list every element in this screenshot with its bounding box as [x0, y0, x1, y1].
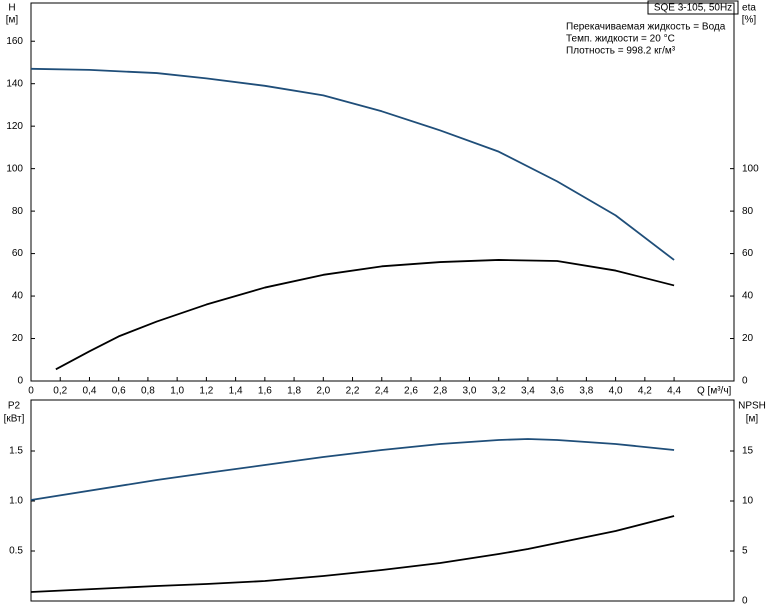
x-tick-label: 0,4 [83, 386, 97, 397]
y-tick-label: 20 [12, 333, 24, 344]
x-tick-label: 0 [28, 386, 34, 397]
y-axis-unit: [кВт] [4, 414, 25, 425]
y2-tick-label: 0 [742, 596, 748, 607]
y2-tick-label: 40 [742, 291, 754, 302]
y2-tick-label: 0 [742, 376, 748, 387]
x-tick-label: 1,8 [287, 386, 301, 397]
x-tick-label: 2,6 [404, 386, 418, 397]
x-tick-label: 1,4 [229, 386, 243, 397]
curve [30, 67, 675, 261]
plot-frame [30, 399, 735, 602]
y-tick-label: 140 [6, 78, 23, 89]
x-tick-label: 4,4 [667, 386, 681, 397]
curve [55, 259, 675, 371]
y2-tick-label: 80 [742, 206, 754, 217]
y2-tick-label: 60 [742, 248, 754, 259]
y-tick-label: 1.0 [9, 496, 23, 507]
y2-tick-label: 100 [742, 163, 759, 174]
y2-tick-label: 5 [742, 546, 748, 557]
x-tick-label: 4,2 [638, 386, 652, 397]
y2-tick-label: 15 [742, 446, 754, 457]
y-axis-label: P2 [8, 401, 21, 412]
x-tick-label: 3,0 [463, 386, 477, 397]
y2-axis-unit: [%] [742, 15, 757, 26]
note: Темп. жидкости = 20 °C [566, 34, 675, 45]
y-tick-label: 0.5 [9, 546, 23, 557]
y-tick-label: 40 [12, 291, 24, 302]
x-tick-label: 1,6 [258, 386, 272, 397]
y-tick-label: 0 [17, 376, 23, 387]
x-tick-label: 3,8 [579, 386, 593, 397]
x-tick-label: 2,4 [375, 386, 389, 397]
y-tick-label: 60 [12, 248, 24, 259]
note: Плотность = 998.2 кг/м³ [566, 46, 676, 57]
title-box [647, 0, 739, 15]
y-tick-label: 120 [6, 121, 23, 132]
chart-title: SQE 3-105, 50Hz [654, 3, 732, 14]
x-tick-label: 1,2 [199, 386, 213, 397]
y-tick-label: 160 [6, 36, 23, 47]
y2-tick-label: 20 [742, 333, 754, 344]
x-tick-label: 2,2 [346, 386, 360, 397]
y2-axis-unit: [м] [746, 414, 759, 425]
y-tick-label: 100 [6, 163, 23, 174]
y-tick-label: 80 [12, 206, 24, 217]
x-tick-label: 3,4 [521, 386, 535, 397]
note: Перекачиваемая жидкость = Вода [566, 22, 726, 33]
y2-axis-label: eta [742, 3, 756, 14]
curve [30, 438, 675, 501]
x-tick-label: 4,0 [609, 386, 623, 397]
y-axis-label: H [8, 3, 15, 14]
y-tick-label: 1.5 [9, 446, 23, 457]
x-tick-label: 3,6 [550, 386, 564, 397]
y2-axis-label: NPSH [738, 401, 766, 412]
x-tick-label: 1,0 [170, 386, 184, 397]
y-axis-unit: [м] [6, 15, 19, 26]
plot-frame [30, 2, 735, 382]
x-axis-label: Q [м³/ч] [697, 386, 732, 397]
curve [30, 515, 675, 593]
y2-tick-label: 10 [742, 496, 754, 507]
x-tick-label: 2,8 [433, 386, 447, 397]
x-tick-label: 0,8 [141, 386, 155, 397]
x-tick-label: 0,2 [53, 386, 67, 397]
x-tick-label: 2,0 [316, 386, 330, 397]
x-tick-label: 0,6 [112, 386, 126, 397]
x-tick-label: 3,2 [492, 386, 506, 397]
